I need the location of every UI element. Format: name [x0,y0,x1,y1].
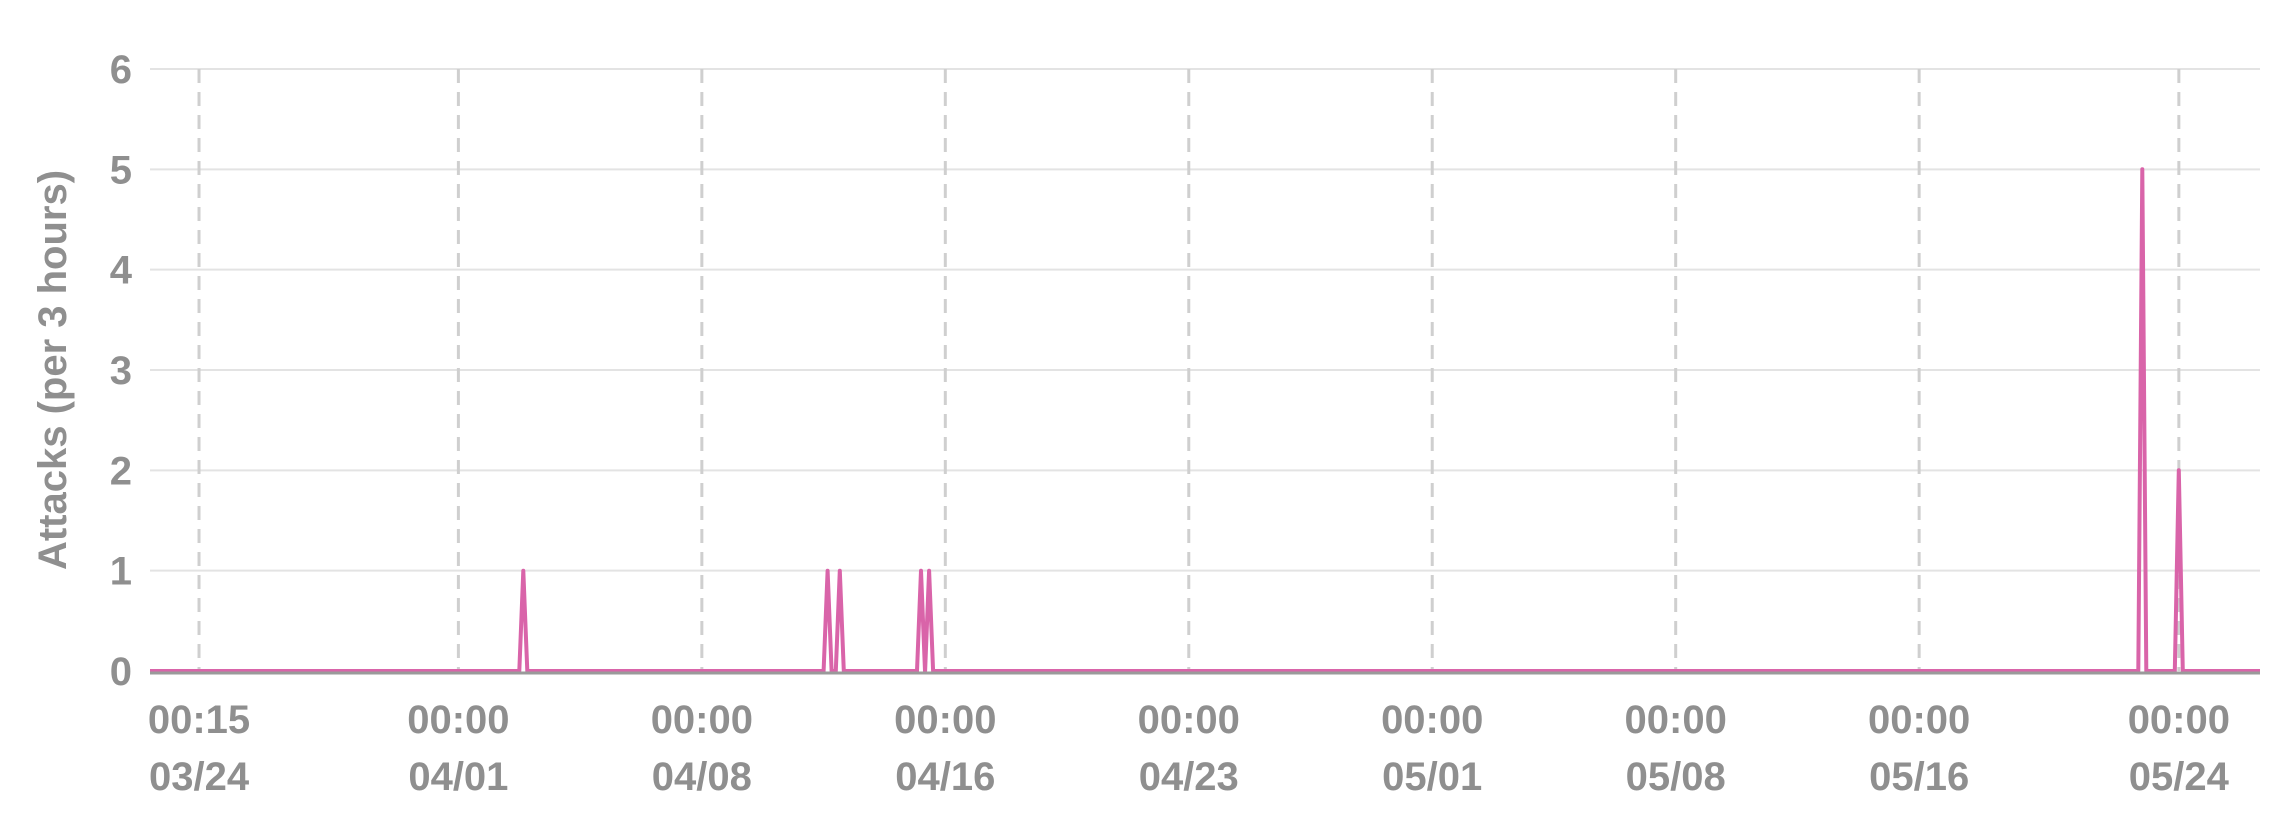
y-tick-label: 2 [110,449,132,493]
x-tick-time: 00:00 [1138,698,1240,742]
data-point [927,569,931,573]
data-point [826,569,830,573]
data-point [2140,167,2144,171]
x-tick-time: 00:00 [1381,698,1483,742]
x-tick-date: 04/16 [895,755,995,799]
x-tick-labels: 00:15 03/24 00:00 04/01 00:00 04/08 00:00 04/16… [148,698,2230,799]
data-point [838,569,842,573]
x-tick-date: 05/01 [1382,755,1482,799]
x-tick-date: 05/16 [1869,755,1969,799]
x-tick-time: 00:00 [407,698,509,742]
y-axis-label: Attacks (per 3 hours) [31,170,75,570]
x-tick-time: 00:00 [894,698,996,742]
x-tick-date: 05/24 [2129,755,2230,799]
y-tick-label: 6 [110,48,132,92]
series-layer [150,167,2260,673]
y-tick-label: 1 [110,550,132,594]
x-tick-time: 00:00 [1868,698,1970,742]
y-tick-label: 4 [110,249,133,293]
x-tick-time: 00:00 [1625,698,1727,742]
horizontal-gridlines [150,68,2260,572]
data-point [521,569,525,573]
x-tick-time: 00:00 [651,698,753,742]
y-tick-label: 3 [110,349,132,393]
x-tick-time: 00:00 [2128,698,2230,742]
y-tick-label: 5 [110,148,132,192]
vertical-gridlines [197,69,2181,671]
x-tick-date: 04/01 [408,755,508,799]
series-line [150,167,2260,673]
x-tick-time: 00:15 [148,698,250,742]
data-point [919,569,923,573]
x-tick-date: 03/24 [149,755,250,799]
x-tick-date: 04/23 [1139,755,1239,799]
y-tick-label: 0 [110,650,132,694]
data-point [2177,468,2181,472]
x-tick-date: 05/08 [1626,755,1726,799]
x-tick-date: 04/08 [652,755,752,799]
y-tick-labels: 0 1 2 3 4 5 6 [110,48,133,694]
